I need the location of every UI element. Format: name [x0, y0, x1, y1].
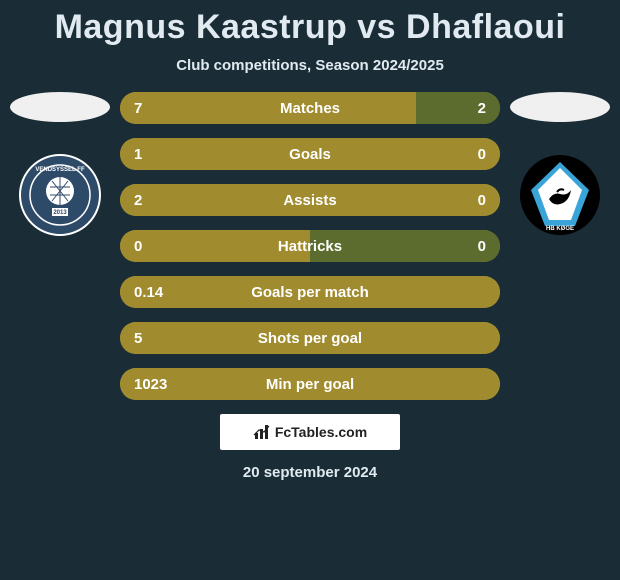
player-right-column: HB KØGE — [510, 92, 610, 236]
vendsyssel-badge-icon: VENDSYSSEL FF 2013 — [19, 154, 101, 236]
stat-value-left: 1 — [134, 146, 142, 163]
stat-fill-right — [416, 92, 500, 124]
player-left-club-badge: VENDSYSSEL FF 2013 — [19, 154, 101, 236]
stat-row: 5 Shots per goal — [120, 322, 500, 354]
stat-label: Goals per match — [251, 284, 369, 301]
stat-value-right: 0 — [478, 238, 486, 255]
stat-fill-left — [120, 92, 416, 124]
stat-row: 0.14 Goals per match — [120, 276, 500, 308]
comparison-content: VENDSYSSEL FF 2013 HB KØGE 7 Matches 2 1 Goa… — [0, 92, 620, 400]
stat-row: 7 Matches 2 — [120, 92, 500, 124]
date-label: 20 september 2024 — [0, 464, 620, 481]
svg-text:HB KØGE: HB KØGE — [546, 226, 574, 232]
stat-value-left: 1023 — [134, 376, 167, 393]
svg-text:VENDSYSSEL FF: VENDSYSSEL FF — [35, 167, 85, 173]
stat-label: Shots per goal — [258, 330, 362, 347]
stat-value-right: 0 — [478, 192, 486, 209]
stat-value-left: 2 — [134, 192, 142, 209]
stat-value-right: 0 — [478, 146, 486, 163]
stat-row: 0 Hattricks 0 — [120, 230, 500, 262]
watermark-text: FcTables.com — [275, 424, 367, 440]
stat-value-left: 5 — [134, 330, 142, 347]
stat-row: 1 Goals 0 — [120, 138, 500, 170]
stat-row: 1023 Min per goal — [120, 368, 500, 400]
stat-value-right: 2 — [478, 100, 486, 117]
svg-text:2013: 2013 — [53, 210, 67, 216]
stat-value-left: 0 — [134, 238, 142, 255]
chart-icon — [253, 423, 271, 441]
subtitle: Club competitions, Season 2024/2025 — [0, 57, 620, 74]
stat-label: Assists — [283, 192, 336, 209]
player-left-column: VENDSYSSEL FF 2013 — [10, 92, 110, 236]
player-right-club-badge: HB KØGE — [519, 154, 601, 236]
stat-label: Matches — [280, 100, 340, 117]
stat-label: Hattricks — [278, 238, 342, 255]
player-right-silhouette — [510, 92, 610, 122]
stat-value-left: 0.14 — [134, 284, 163, 301]
watermark: FcTables.com — [220, 414, 400, 450]
stat-label: Min per goal — [266, 376, 354, 393]
player-left-silhouette — [10, 92, 110, 122]
stat-label: Goals — [289, 146, 331, 163]
hb-koge-badge-icon: HB KØGE — [519, 154, 601, 236]
page-title: Magnus Kaastrup vs Dhaflaoui — [0, 0, 620, 47]
stat-bars: 7 Matches 2 1 Goals 0 2 Assists 0 0 Hattricks 0 0.14… — [120, 92, 500, 400]
stat-value-left: 7 — [134, 100, 142, 117]
stat-row: 2 Assists 0 — [120, 184, 500, 216]
